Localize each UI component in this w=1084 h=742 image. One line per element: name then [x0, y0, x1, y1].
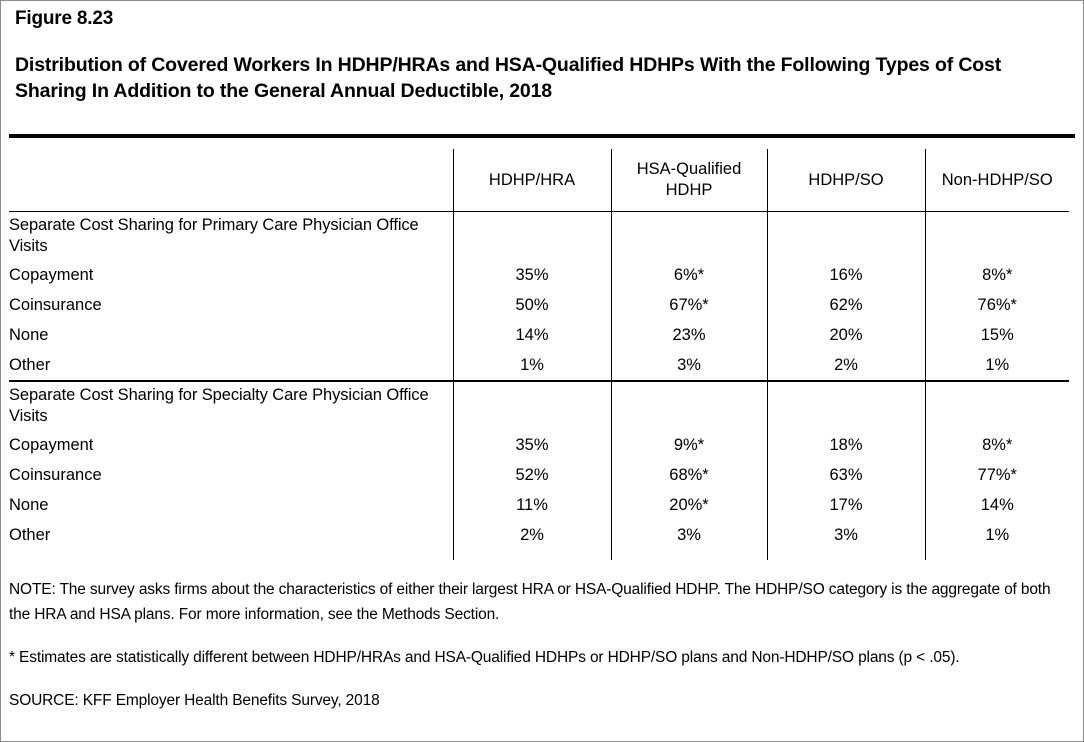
- section-spacer-cell: [924, 380, 1069, 430]
- table-header: HDHP/HRA HSA-Qualified HDHP HDHP/SO Non-…: [9, 149, 1069, 212]
- section-heading-primary-care: Separate Cost Sharing for Primary Care P…: [9, 216, 419, 255]
- cell-value: 50%: [452, 290, 611, 320]
- section-heading-row: Separate Cost Sharing for Primary Care P…: [9, 211, 1069, 260]
- section-spacer-cell: [610, 380, 767, 430]
- cell-value: 3%: [610, 520, 767, 560]
- cell-value: 8%*: [924, 260, 1069, 290]
- cell-value: 9%*: [610, 430, 767, 460]
- cell-value: 23%: [610, 320, 767, 350]
- section-heading-specialty-care: Separate Cost Sharing for Specialty Care…: [9, 380, 453, 430]
- section-spacer-cell: [766, 380, 925, 430]
- notes-block: NOTE: The survey asks firms about the ch…: [9, 577, 1071, 713]
- table-body: Separate Cost Sharing for Primary Care P…: [9, 211, 1069, 560]
- cell-value: 20%: [766, 320, 925, 350]
- cell-value: 63%: [766, 460, 925, 490]
- cell-value: 2%: [766, 350, 925, 381]
- section-spacer-cell: [452, 380, 611, 430]
- cell-value: 3%: [766, 520, 925, 560]
- source-text: SOURCE: KFF Employer Health Benefits Sur…: [9, 692, 380, 709]
- table-row: Other 2% 3% 3% 1%: [9, 520, 1069, 560]
- table-row: Copayment 35% 6%* 16% 8%*: [9, 260, 1069, 290]
- table-header-row: HDHP/HRA HSA-Qualified HDHP HDHP/SO Non-…: [9, 149, 1069, 212]
- cell-value: 52%: [452, 460, 611, 490]
- section-heading-row: Separate Cost Sharing for Specialty Care…: [9, 380, 1069, 430]
- cell-value: 35%: [452, 430, 611, 460]
- section-spacer-cell: [766, 211, 925, 260]
- table-row: None 11% 20%* 17% 14%: [9, 490, 1069, 520]
- cell-value: 16%: [766, 260, 925, 290]
- column-header-hsa-qualified-hdhp: HSA-Qualified HDHP: [610, 149, 767, 212]
- table-wrapper: HDHP/HRA HSA-Qualified HDHP HDHP/SO Non-…: [9, 149, 1069, 560]
- row-label: Copayment: [9, 435, 94, 454]
- cell-value: 18%: [766, 430, 925, 460]
- cell-value: 20%*: [610, 490, 767, 520]
- cell-value: 11%: [452, 490, 611, 520]
- column-header-blank: [9, 149, 453, 212]
- cell-value: 15%: [924, 320, 1069, 350]
- title-divider-rule: [9, 134, 1075, 138]
- cell-value: 14%: [924, 490, 1069, 520]
- row-label: Copayment: [9, 265, 94, 284]
- row-label: Coinsurance: [9, 295, 102, 314]
- cell-value: 76%*: [924, 290, 1069, 320]
- column-header-non-hdhp-so: Non-HDHP/SO: [924, 149, 1069, 212]
- cell-value: 17%: [766, 490, 925, 520]
- footnote-text: * Estimates are statistically different …: [9, 649, 960, 666]
- cost-sharing-table: HDHP/HRA HSA-Qualified HDHP HDHP/SO Non-…: [9, 149, 1069, 560]
- table-row: None 14% 23% 20% 15%: [9, 320, 1069, 350]
- cell-value: 35%: [452, 260, 611, 290]
- column-header-hdhp-so: HDHP/SO: [766, 149, 925, 212]
- cell-value: 77%*: [924, 460, 1069, 490]
- cell-value: 62%: [766, 290, 925, 320]
- cell-value: 2%: [452, 520, 611, 560]
- figure-label: Figure 8.23: [15, 8, 114, 29]
- table-row: Coinsurance 50% 67%* 62% 76%*: [9, 290, 1069, 320]
- row-label: None: [9, 495, 49, 514]
- cell-value: 8%*: [924, 430, 1069, 460]
- cell-value: 1%: [452, 350, 611, 381]
- cell-value: 3%: [610, 350, 767, 381]
- cell-value: 68%*: [610, 460, 767, 490]
- cell-value: 1%: [924, 520, 1069, 560]
- row-label: Other: [9, 525, 51, 544]
- row-label: Other: [9, 355, 51, 374]
- row-label: None: [9, 325, 49, 344]
- figure-title: Distribution of Covered Workers In HDHP/…: [15, 54, 1002, 102]
- section-spacer-cell: [452, 211, 611, 260]
- cell-value: 1%: [924, 350, 1069, 381]
- cell-value: 14%: [452, 320, 611, 350]
- column-header-hdhp-hra: HDHP/HRA: [452, 149, 611, 212]
- table-row: Coinsurance 52% 68%* 63% 77%*: [9, 460, 1069, 490]
- row-label: Coinsurance: [9, 465, 102, 484]
- cell-value: 6%*: [610, 260, 767, 290]
- section-spacer-cell: [610, 211, 767, 260]
- cell-value: 67%*: [610, 290, 767, 320]
- section-spacer-cell: [924, 211, 1069, 260]
- table-row: Copayment 35% 9%* 18% 8%*: [9, 430, 1069, 460]
- table-row: Other 1% 3% 2% 1%: [9, 350, 1069, 381]
- note-text: NOTE: The survey asks firms about the ch…: [9, 581, 1051, 623]
